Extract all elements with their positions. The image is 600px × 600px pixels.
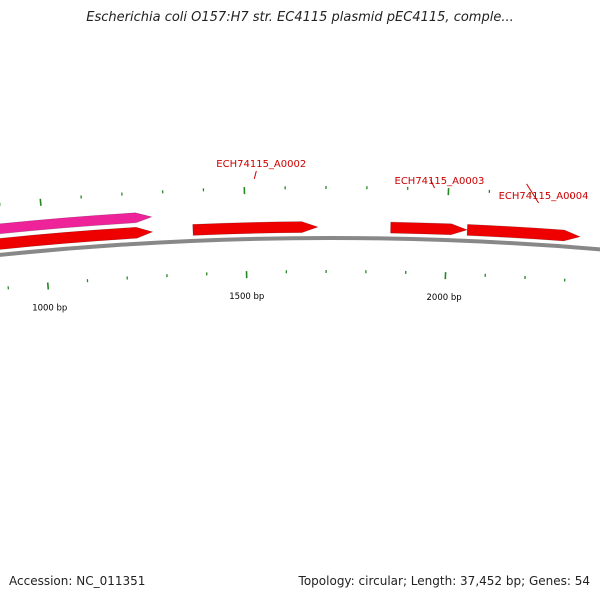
gene-arrow bbox=[192, 221, 319, 236]
tick-mark bbox=[46, 282, 50, 290]
label-leader-line bbox=[526, 183, 540, 204]
tick-mark bbox=[39, 198, 42, 206]
label-leader-line bbox=[253, 170, 257, 180]
scale-label: 1000 bp bbox=[32, 303, 67, 313]
gene-arrow bbox=[0, 212, 153, 235]
backbone-line bbox=[0, 236, 600, 258]
gene-labels: ECH74115_A0002 ECH74115_A0003 ECH74115_A00… bbox=[216, 159, 589, 204]
accession-text: Accession: NC_011351 bbox=[9, 574, 146, 588]
gene-label: ECH74115_A0002 bbox=[216, 159, 306, 170]
topology-summary: Topology: circular; Length: 37,452 bp; G… bbox=[298, 574, 590, 588]
backbone-arc bbox=[0, 236, 600, 258]
gene-features bbox=[0, 212, 582, 250]
tick-marks bbox=[0, 186, 572, 290]
map-title: Escherichia coli O157:H7 str. EC4115 pla… bbox=[86, 10, 514, 25]
gene-label: ECH74115_A0003 bbox=[395, 176, 485, 187]
label-leader-line bbox=[430, 179, 435, 189]
gene-arrow bbox=[390, 221, 469, 236]
gene-arrow bbox=[466, 224, 582, 242]
gene-arrow bbox=[0, 226, 154, 250]
gene-label: ECH74115_A0004 bbox=[499, 191, 589, 202]
scale-label: 1500 bp bbox=[229, 292, 264, 302]
scale-label: 2000 bp bbox=[427, 293, 462, 303]
